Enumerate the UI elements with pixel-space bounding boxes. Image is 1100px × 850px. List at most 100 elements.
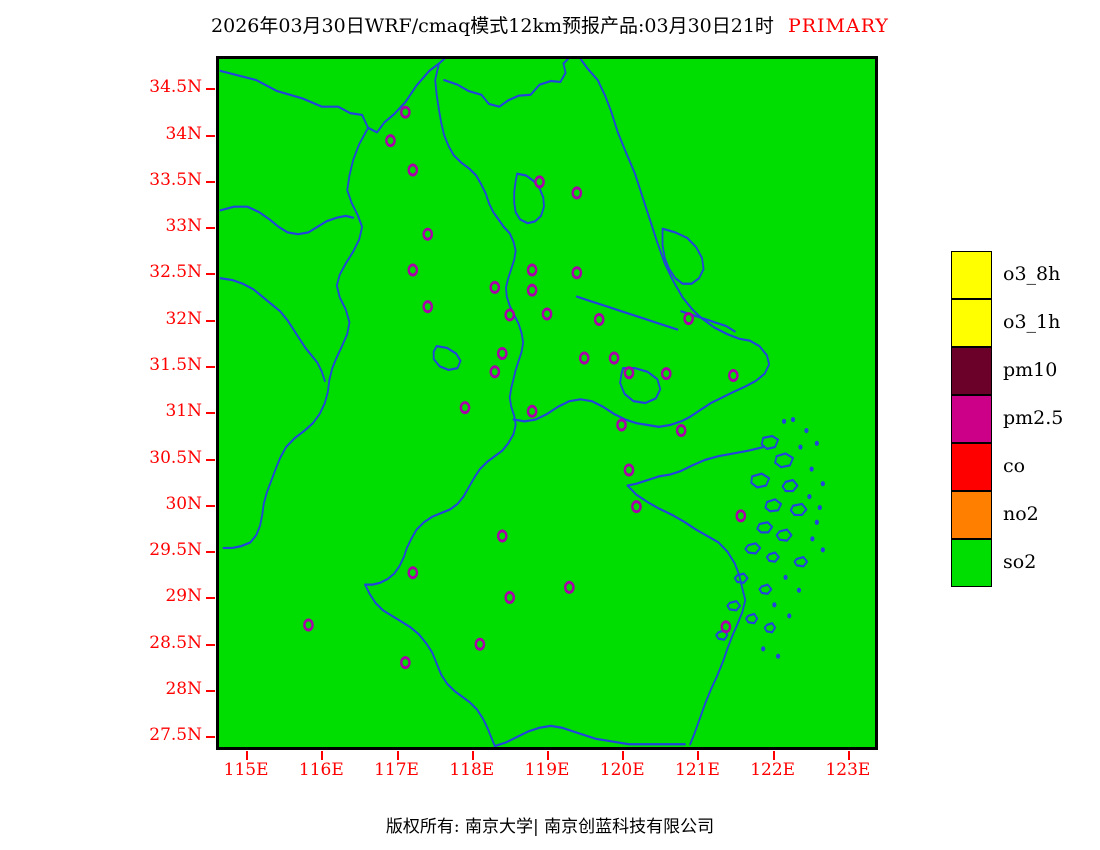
province-border-line bbox=[364, 583, 496, 747]
islet-dot bbox=[783, 574, 788, 580]
y-axis-label: 29N bbox=[165, 586, 202, 607]
station-marker[interactable] bbox=[422, 300, 434, 314]
station-marker[interactable] bbox=[720, 620, 732, 634]
y-axis-tick bbox=[206, 273, 215, 276]
islet-dot bbox=[772, 602, 777, 608]
station-marker[interactable] bbox=[407, 263, 419, 277]
station-marker[interactable] bbox=[683, 312, 694, 326]
coast-island-outline bbox=[733, 572, 749, 584]
station-marker[interactable] bbox=[660, 367, 672, 381]
station-marker[interactable] bbox=[728, 368, 739, 382]
station-marker[interactable] bbox=[631, 500, 642, 514]
legend-color-swatch bbox=[951, 539, 992, 587]
station-marker[interactable] bbox=[623, 463, 635, 477]
coast-island-outline bbox=[789, 502, 808, 517]
map-canvas bbox=[219, 59, 825, 747]
legend-color-swatch bbox=[951, 443, 992, 491]
x-axis-tick bbox=[772, 751, 775, 760]
station-marker[interactable] bbox=[400, 656, 411, 670]
coast-island-outline bbox=[760, 434, 779, 450]
station-marker[interactable] bbox=[675, 424, 687, 438]
y-axis-label: 29.5N bbox=[149, 540, 202, 561]
station-marker[interactable] bbox=[489, 365, 501, 379]
station-marker[interactable] bbox=[459, 401, 471, 415]
province-border-line bbox=[219, 205, 355, 236]
y-axis-tick bbox=[206, 736, 215, 739]
y-axis-tick bbox=[206, 180, 215, 183]
station-marker[interactable] bbox=[407, 566, 419, 580]
islet-dot bbox=[807, 493, 812, 500]
station-marker[interactable] bbox=[496, 529, 508, 543]
station-marker[interactable] bbox=[504, 590, 516, 604]
station-marker[interactable] bbox=[489, 280, 501, 294]
x-axis-label: 122E bbox=[750, 760, 796, 780]
y-axis-label: 28N bbox=[165, 678, 202, 699]
province-border-line bbox=[219, 59, 446, 134]
legend-color-swatch bbox=[951, 251, 992, 299]
station-marker[interactable] bbox=[422, 227, 434, 241]
y-axis-tick bbox=[206, 412, 215, 415]
station-marker[interactable] bbox=[526, 263, 538, 277]
station-marker[interactable] bbox=[541, 307, 553, 321]
map-plot-area[interactable] bbox=[216, 56, 878, 750]
y-axis-tick bbox=[206, 643, 215, 646]
province-border-layer bbox=[219, 59, 825, 747]
station-marker[interactable] bbox=[623, 366, 635, 380]
y-axis-tick bbox=[206, 597, 215, 600]
coast-island-outline bbox=[750, 472, 771, 489]
islet-dot bbox=[776, 653, 781, 659]
islet-dot bbox=[796, 587, 802, 593]
y-axis-label: 34N bbox=[165, 123, 202, 144]
legend-label: pm10 bbox=[1003, 359, 1058, 381]
y-axis-tick bbox=[206, 504, 215, 507]
y-axis-label: 32N bbox=[165, 308, 202, 329]
coast-island-outline bbox=[744, 542, 762, 555]
station-marker[interactable] bbox=[564, 580, 575, 594]
station-marker-layer bbox=[303, 105, 747, 670]
station-marker[interactable] bbox=[474, 637, 486, 651]
coast-island-outline bbox=[775, 528, 793, 542]
station-marker[interactable] bbox=[526, 404, 538, 418]
province-border-line bbox=[512, 398, 660, 428]
station-marker[interactable] bbox=[616, 418, 627, 432]
x-axis-tick bbox=[321, 751, 324, 760]
islet-dot bbox=[814, 519, 819, 525]
coast-island-outline bbox=[764, 498, 782, 513]
station-marker[interactable] bbox=[526, 283, 538, 297]
x-axis-label: 115E bbox=[223, 760, 269, 780]
y-axis-label: 34.5N bbox=[149, 77, 202, 98]
station-marker[interactable] bbox=[504, 308, 516, 322]
station-marker[interactable] bbox=[735, 509, 747, 523]
station-marker[interactable] bbox=[571, 266, 583, 280]
x-axis-label: 119E bbox=[524, 760, 570, 780]
legend-color-swatch bbox=[951, 299, 992, 347]
province-border-line bbox=[432, 345, 462, 372]
province-border-line bbox=[493, 724, 686, 747]
islet-dot bbox=[781, 418, 787, 424]
station-marker[interactable] bbox=[407, 163, 419, 177]
station-marker[interactable] bbox=[534, 175, 545, 189]
y-axis-tick bbox=[206, 88, 215, 91]
y-axis-tick bbox=[206, 134, 215, 137]
province-border-line bbox=[661, 227, 705, 285]
station-marker[interactable] bbox=[608, 351, 620, 365]
islet-dot bbox=[820, 481, 825, 487]
y-axis-label: 33N bbox=[165, 216, 202, 237]
station-marker[interactable] bbox=[593, 313, 605, 327]
islet-dot bbox=[804, 427, 809, 434]
station-marker[interactable] bbox=[303, 618, 314, 632]
province-border-line bbox=[364, 433, 515, 586]
islet-dot bbox=[790, 416, 796, 423]
y-axis-label: 33.5N bbox=[149, 169, 202, 190]
station-marker[interactable] bbox=[385, 134, 396, 148]
y-axis-tick bbox=[206, 689, 215, 692]
legend-label: o3_1h bbox=[1003, 311, 1061, 333]
station-marker[interactable] bbox=[571, 186, 583, 200]
station-marker[interactable] bbox=[496, 346, 508, 360]
station-marker[interactable] bbox=[400, 105, 411, 119]
x-axis-tick bbox=[697, 751, 700, 760]
x-axis-label: 121E bbox=[675, 760, 720, 780]
x-axis-label: 118E bbox=[449, 760, 495, 780]
legend-color-swatch bbox=[951, 347, 992, 395]
station-marker[interactable] bbox=[578, 351, 590, 365]
